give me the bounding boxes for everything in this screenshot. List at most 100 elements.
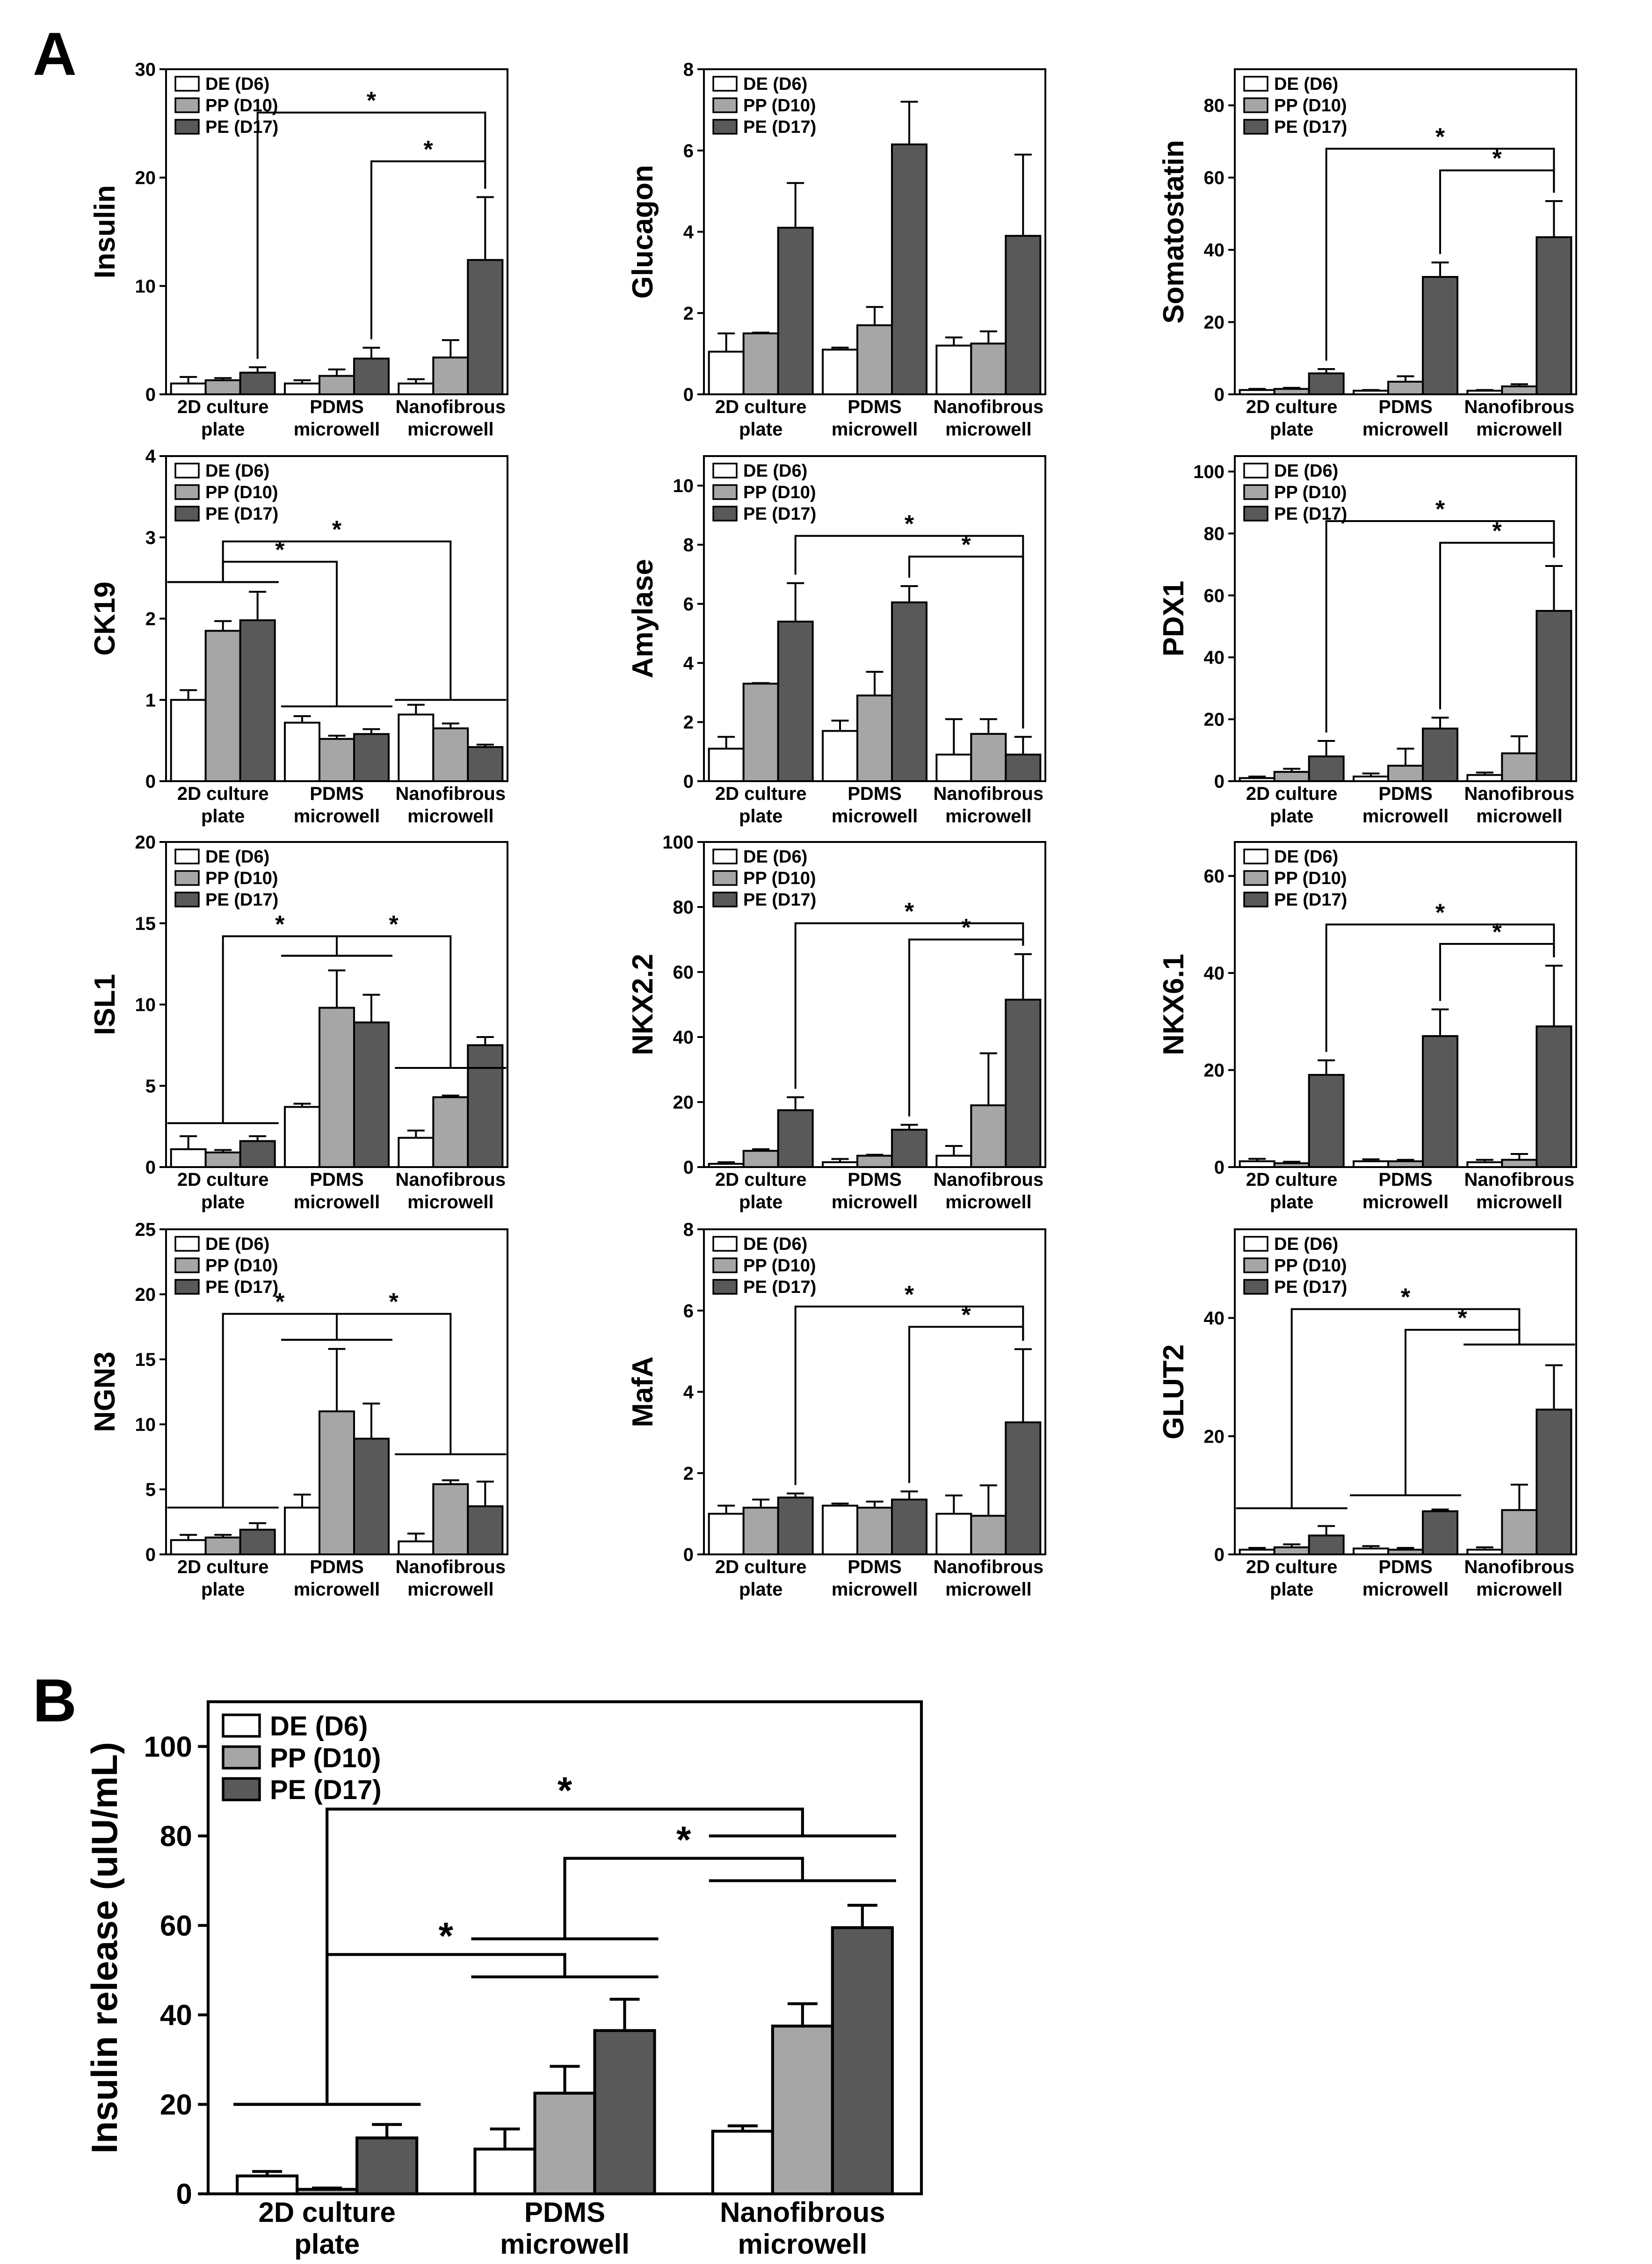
y-tick-label: 15: [135, 914, 156, 934]
legend-label: PE (D17): [205, 890, 278, 910]
y-tick-label: 60: [1204, 168, 1225, 189]
x-category-label: microwell: [832, 1192, 918, 1212]
y-tick-label: 4: [683, 222, 694, 243]
x-category-label: microwell: [945, 1192, 1032, 1212]
legend-swatch: [1243, 849, 1268, 864]
legend-swatch: [174, 1257, 200, 1273]
y-tick-label: 40: [1204, 963, 1225, 984]
y-tick-label: 20: [135, 168, 156, 189]
legend-swatch: [712, 97, 738, 113]
legend-label: PE (D17): [1274, 890, 1347, 910]
x-category-label: microwell: [945, 1579, 1032, 1600]
legend-swatch: [1243, 870, 1268, 886]
y-tick-label: 2: [145, 609, 156, 630]
bar-de: [284, 1506, 320, 1555]
legend-swatch: [1243, 76, 1268, 92]
legend-label: PE (D17): [743, 117, 816, 137]
y-tick-label: 40: [1204, 240, 1225, 261]
bar-pp: [1501, 1509, 1538, 1556]
y-tick-label: 8: [683, 59, 694, 80]
y-tick-label: 80: [1204, 523, 1225, 544]
y-tick-label: 25: [135, 1219, 156, 1240]
x-category-label: PDMS: [310, 397, 364, 417]
legend-label: DE (D6): [743, 461, 807, 481]
bar-pp: [204, 630, 241, 782]
bar-pp: [970, 1104, 1007, 1168]
y-tick-label: 6: [683, 141, 694, 161]
y-axis-label: GLUT2: [1158, 1344, 1190, 1439]
x-category-label: microwell: [832, 419, 918, 440]
y-tick-label: 0: [145, 385, 156, 405]
bar-de: [708, 1513, 745, 1555]
legend-label: PP (D10): [205, 869, 278, 888]
legend-label: PE (D17): [743, 890, 816, 910]
y-axis-label: PDX1: [1158, 581, 1190, 657]
significance-star: *: [1458, 1305, 1468, 1332]
bar-pe: [831, 1926, 894, 2196]
y-tick-label: 20: [1204, 1060, 1225, 1081]
bar-pp: [771, 2025, 834, 2196]
y-tick-label: 60: [1204, 586, 1225, 606]
significance-bracket: [1439, 542, 1555, 710]
x-category-label: plate: [201, 419, 245, 440]
y-tick-label: 6: [683, 594, 694, 615]
y-tick-label: 8: [683, 1219, 694, 1240]
significance-star: *: [558, 1770, 572, 1812]
legend-label: PP (D10): [743, 483, 816, 502]
bar-pp: [856, 694, 893, 782]
y-tick-label: 0: [683, 1157, 694, 1178]
y-tick-label: 80: [673, 897, 694, 918]
x-category-label: plate: [201, 1579, 245, 1600]
panel-b-label: B: [33, 1666, 77, 1734]
bar-pp: [856, 1507, 893, 1555]
bar-de: [1239, 389, 1275, 396]
y-axis-label: Glucagon: [627, 165, 659, 299]
y-axis-label: ISL1: [89, 974, 121, 1035]
legend-swatch: [174, 97, 200, 113]
bar-de: [1466, 390, 1503, 395]
significance-star: *: [905, 898, 914, 925]
legend-label: DE (D6): [270, 1711, 368, 1742]
legend-swatch: [1243, 484, 1268, 500]
y-axis-label: MafA: [627, 1357, 659, 1428]
significance-star: *: [1401, 1284, 1411, 1311]
bar-de: [284, 721, 320, 783]
bar-pe: [891, 1129, 927, 1168]
legend-label: PE (D17): [1274, 1277, 1347, 1297]
x-category-label: 2D culture: [1246, 1169, 1338, 1190]
x-category-label: PDMS: [1378, 1169, 1433, 1190]
significance-bracket: [256, 111, 486, 359]
bar-pe: [239, 1529, 276, 1555]
legend-swatch: [1243, 119, 1268, 135]
legend-label: PE (D17): [205, 1277, 278, 1297]
significance-star: *: [962, 1302, 971, 1329]
bar-de: [935, 344, 972, 395]
significance-bracket: [908, 938, 1024, 1117]
x-category-label: microwell: [407, 1579, 494, 1600]
bar-pe: [1308, 1534, 1345, 1556]
legend-swatch: [174, 76, 200, 92]
y-tick-label: 100: [662, 832, 694, 853]
bar-pp: [742, 1507, 779, 1555]
y-tick-label: 0: [145, 771, 156, 792]
y-tick-label: 80: [1204, 95, 1225, 116]
significance-bracket: [1325, 520, 1555, 733]
bar-pe: [239, 371, 276, 396]
bar-pe: [239, 619, 276, 782]
bar-de: [822, 1504, 858, 1555]
legend-label: PE (D17): [1274, 117, 1347, 137]
significance-star: *: [676, 1819, 691, 1861]
x-category-label: microwell: [1476, 806, 1563, 827]
x-category-label: PDMS: [310, 1169, 364, 1190]
bar-de: [935, 1513, 972, 1555]
y-axis-label: NKX6.1: [1158, 954, 1190, 1055]
x-category-label: plate: [294, 2228, 360, 2260]
bar-pp: [432, 1096, 469, 1168]
